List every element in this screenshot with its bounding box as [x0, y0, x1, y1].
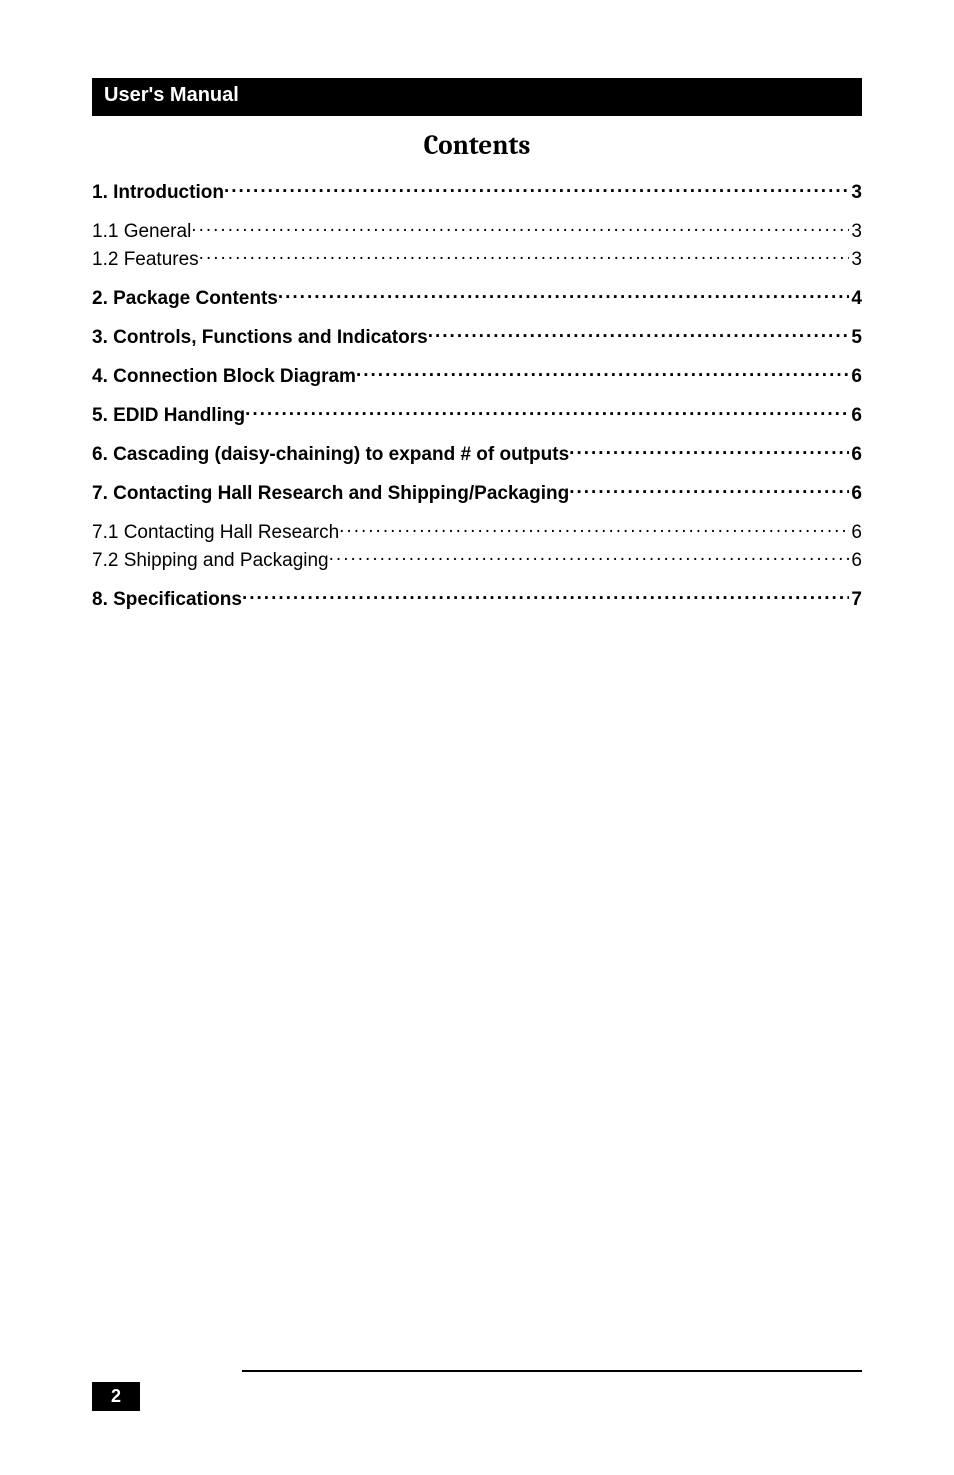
toc-entry: 1.1 General 3 [92, 218, 862, 243]
toc-leader-dots [428, 324, 850, 343]
toc-entry-page: 6 [849, 405, 862, 427]
toc-leader-dots [242, 586, 849, 605]
toc-leader-dots [224, 179, 849, 198]
toc-leader-dots [199, 246, 850, 265]
toc-entry: 7. Contacting Hall Research and Shipping… [92, 480, 862, 505]
toc-entry-title: 1.2 Features [92, 249, 199, 271]
toc-leader-dots [569, 480, 849, 499]
toc-entry-title: 4. Connection Block Diagram [92, 366, 356, 388]
toc-leader-dots [339, 519, 849, 538]
toc-entry-title: 8. Specifications [92, 589, 242, 611]
toc-entry-title: 5. EDID Handling [92, 405, 245, 427]
toc-entry-page: 4 [849, 288, 862, 310]
page-number-box: 2 [92, 1382, 140, 1411]
toc-entry: 4. Connection Block Diagram 6 [92, 363, 862, 388]
page-number: 2 [111, 1386, 121, 1407]
toc-entry: 8. Specifications 7 [92, 586, 862, 611]
toc-leader-dots [191, 218, 849, 237]
toc-entry: 1. Introduction 3 [92, 179, 862, 204]
toc-entry-title: 3. Controls, Functions and Indicators [92, 327, 428, 349]
toc-leader-dots [329, 547, 850, 566]
header-bar: User's Manual [92, 78, 862, 116]
header-title: User's Manual [104, 84, 239, 106]
toc-entry-page: 6 [849, 366, 862, 388]
toc-entry-page: 6 [849, 444, 862, 466]
toc-entry-page: 7 [849, 589, 862, 611]
toc-entry-page: 6 [849, 483, 862, 505]
toc-entry: 3. Controls, Functions and Indicators 5 [92, 324, 862, 349]
contents-heading: Contents [92, 130, 862, 161]
toc-leader-dots [245, 402, 849, 421]
toc-entry: 6. Cascading (daisy-chaining) to expand … [92, 441, 862, 466]
footer: 2 [92, 1370, 862, 1411]
footer-rule [242, 1370, 862, 1372]
toc-entry: 7.1 Contacting Hall Research 6 [92, 519, 862, 544]
toc-entry-title: 7. Contacting Hall Research and Shipping… [92, 483, 569, 505]
toc-entry: 1.2 Features 3 [92, 246, 862, 271]
toc-entry: 5. EDID Handling 6 [92, 402, 862, 427]
toc-entry-page: 6 [849, 550, 862, 572]
toc-entry: 2. Package Contents 4 [92, 285, 862, 310]
toc-entry-title: 1. Introduction [92, 182, 224, 204]
toc-entry-title: 2. Package Contents [92, 288, 278, 310]
toc-entry-page: 3 [849, 249, 862, 271]
toc-leader-dots [356, 363, 849, 382]
toc-entry-page: 3 [849, 221, 862, 243]
toc-entry-page: 5 [849, 327, 862, 349]
toc-leader-dots [569, 441, 849, 460]
toc-entry-title: 7.1 Contacting Hall Research [92, 522, 339, 544]
toc-entry-title: 6. Cascading (daisy-chaining) to expand … [92, 444, 569, 466]
toc-leader-dots [278, 285, 850, 304]
toc-entry-title: 1.1 General [92, 221, 191, 243]
toc-entry-page: 3 [849, 182, 862, 204]
toc-entry: 7.2 Shipping and Packaging 6 [92, 547, 862, 572]
toc-entry-title: 7.2 Shipping and Packaging [92, 550, 329, 572]
table-of-contents: 1. Introduction 31.1 General 31.2 Featur… [92, 179, 862, 611]
toc-entry-page: 6 [849, 522, 862, 544]
